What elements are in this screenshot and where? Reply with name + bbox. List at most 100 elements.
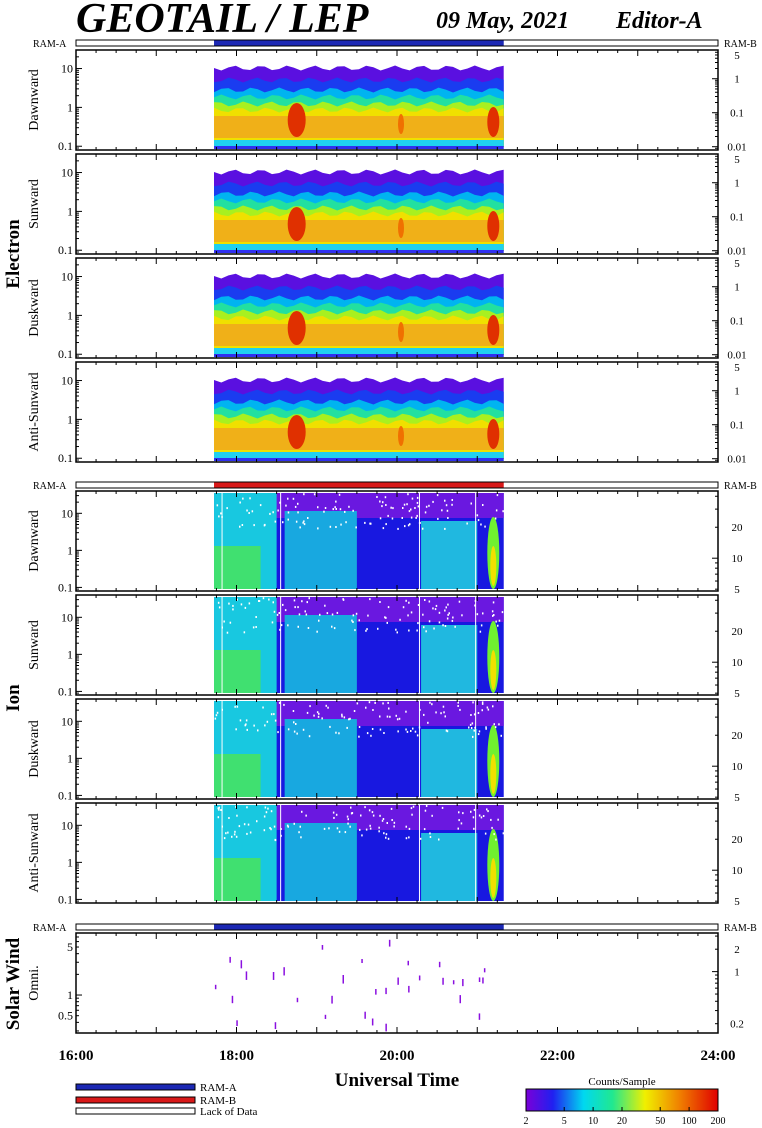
ion-sparse-gap [298, 831, 300, 834]
ion-sparse-gap [244, 606, 247, 609]
ion-sparse-gap [497, 624, 499, 627]
y-tick-label-left: 10 [61, 506, 73, 520]
colorbar-tick-label: 200 [711, 1116, 726, 1127]
ion-sparse-gap [248, 602, 251, 605]
ion-sparse-gap [355, 526, 357, 529]
ion-sparse-gap [317, 506, 319, 509]
ion-sparse-gap [270, 828, 272, 831]
ion-sparse-gap [459, 708, 461, 711]
plot-date: 09 May, 2021 [436, 8, 569, 34]
y-tick-label-right: 20 [732, 522, 744, 534]
ion-sparse-gap [303, 523, 306, 526]
panel-label: Dawnward [27, 69, 42, 130]
solar-wind-count [483, 968, 486, 973]
y-tick-label-right: 0.01 [727, 142, 746, 154]
ion-sparse-gap [235, 805, 237, 808]
y-tick-label-left: 1 [67, 543, 73, 557]
ion-sparse-gap [349, 825, 351, 828]
ion-sparse-gap [444, 609, 446, 612]
ion-sparse-gap [255, 626, 257, 628]
solar-wind-count [478, 1013, 481, 1020]
ion-sparse-gap [473, 713, 476, 716]
ion-sparse-gap [410, 516, 413, 519]
electron-low-band [214, 452, 504, 458]
ion-sparse-gap [299, 825, 301, 828]
ion-sparse-gap [385, 836, 387, 839]
ion-sparse-gap [331, 613, 334, 616]
ion-sparse-gap [403, 503, 406, 506]
ion-sparse-gap [405, 710, 407, 713]
ion-sparse-gap [416, 501, 419, 504]
ion-sparse-gap [239, 719, 242, 722]
spectrogram-panels: RAM-A RAM-B 10 1 0.1 5 1 0.1 0.01 Dawnward 10 1 0.1 5… [27, 39, 757, 1034]
ion-sparse-gap [387, 606, 390, 609]
solar-wind-count [272, 972, 275, 980]
ion-sparse-gap [367, 614, 369, 617]
ion-sparse-gap [389, 715, 391, 718]
ion-sparse-gap [359, 828, 361, 831]
electron-hot-spot [398, 426, 405, 446]
mode-legend: RAM-A RAM-B Lack of Data [75, 1082, 258, 1118]
ion-sparse-gap [423, 828, 426, 831]
ion-sparse-gap [292, 710, 295, 712]
ion-sparse-gap [392, 507, 394, 510]
ion-sparse-gap [282, 521, 284, 524]
colorbar: Counts/Sample 2 5 10 20 50 100 200 [524, 1076, 726, 1127]
ion-sparse-gap [500, 734, 502, 737]
group-label-solar-wind: Solar Wind [3, 937, 24, 1030]
ion-sparse-gap [301, 810, 303, 813]
electron-hot-spot [398, 322, 405, 342]
ion-sparse-gap [410, 730, 412, 732]
ion-sparse-gap [442, 624, 444, 627]
ion-sparse-gap [295, 520, 298, 523]
ion-sparse-gap [458, 819, 460, 822]
ion-sparse-gap [493, 614, 495, 616]
solar-wind-count [231, 995, 234, 1004]
colorbar-tick-label: 5 [562, 1116, 567, 1127]
ion-sparse-gap [239, 501, 241, 504]
ion-sparse-gap [438, 621, 441, 624]
ion-sparse-gap [293, 599, 296, 602]
solar-wind-count [274, 1022, 277, 1030]
ion-sparse-gap [302, 728, 305, 731]
solar-wind-count [375, 989, 377, 995]
ion-sparse-gap [285, 504, 287, 507]
electron-core-band [214, 220, 504, 242]
ion-sparse-gap [319, 613, 321, 616]
ion-sparse-gap [234, 830, 236, 833]
ion-sparse-gap [242, 497, 244, 500]
ion-sparse-gap [335, 500, 337, 503]
ion-sparse-gap [443, 711, 445, 714]
ion-early-interval [214, 858, 261, 901]
ion-sparse-gap [474, 604, 476, 607]
ion-sparse-gap [328, 827, 330, 830]
spectrogram-panel: 10 1 0.1 20 10 5 Sunward [27, 594, 743, 700]
electron-core-band [214, 324, 504, 346]
ion-sparse-gap [282, 603, 284, 606]
ion-sparse-gap [423, 626, 425, 629]
ion-sparse-gap [458, 811, 460, 814]
y-tick-label-right: 10 [732, 865, 744, 877]
legend-label-lack-of-data: Lack of Data [200, 1106, 258, 1118]
ion-sparse-gap [410, 508, 412, 511]
ion-sparse-gap [428, 620, 431, 623]
ion-sparse-gap [424, 599, 426, 601]
ion-sparse-gap [393, 821, 396, 824]
ion-sparse-gap [432, 607, 434, 610]
y-tick-label-left: 1 [67, 308, 73, 322]
ion-sparse-gap [274, 719, 277, 722]
ion-sparse-gap [263, 815, 266, 818]
y-tick-label-left: 0.1 [58, 451, 73, 465]
electron-hot-spot [398, 218, 405, 238]
ion-sparse-gap [408, 601, 410, 604]
ion-sparse-gap [333, 816, 335, 819]
ion-sparse-gap [227, 831, 229, 834]
ion-sparse-gap [240, 603, 243, 606]
ion-sparse-gap [428, 504, 430, 507]
electron-core-band [214, 428, 504, 450]
ion-sparse-gap [474, 726, 476, 729]
electron-hot-spot [487, 211, 500, 241]
ion-sparse-gap [492, 705, 494, 708]
ion-sparse-gap [350, 806, 352, 809]
ion-sparse-gap [405, 825, 407, 828]
